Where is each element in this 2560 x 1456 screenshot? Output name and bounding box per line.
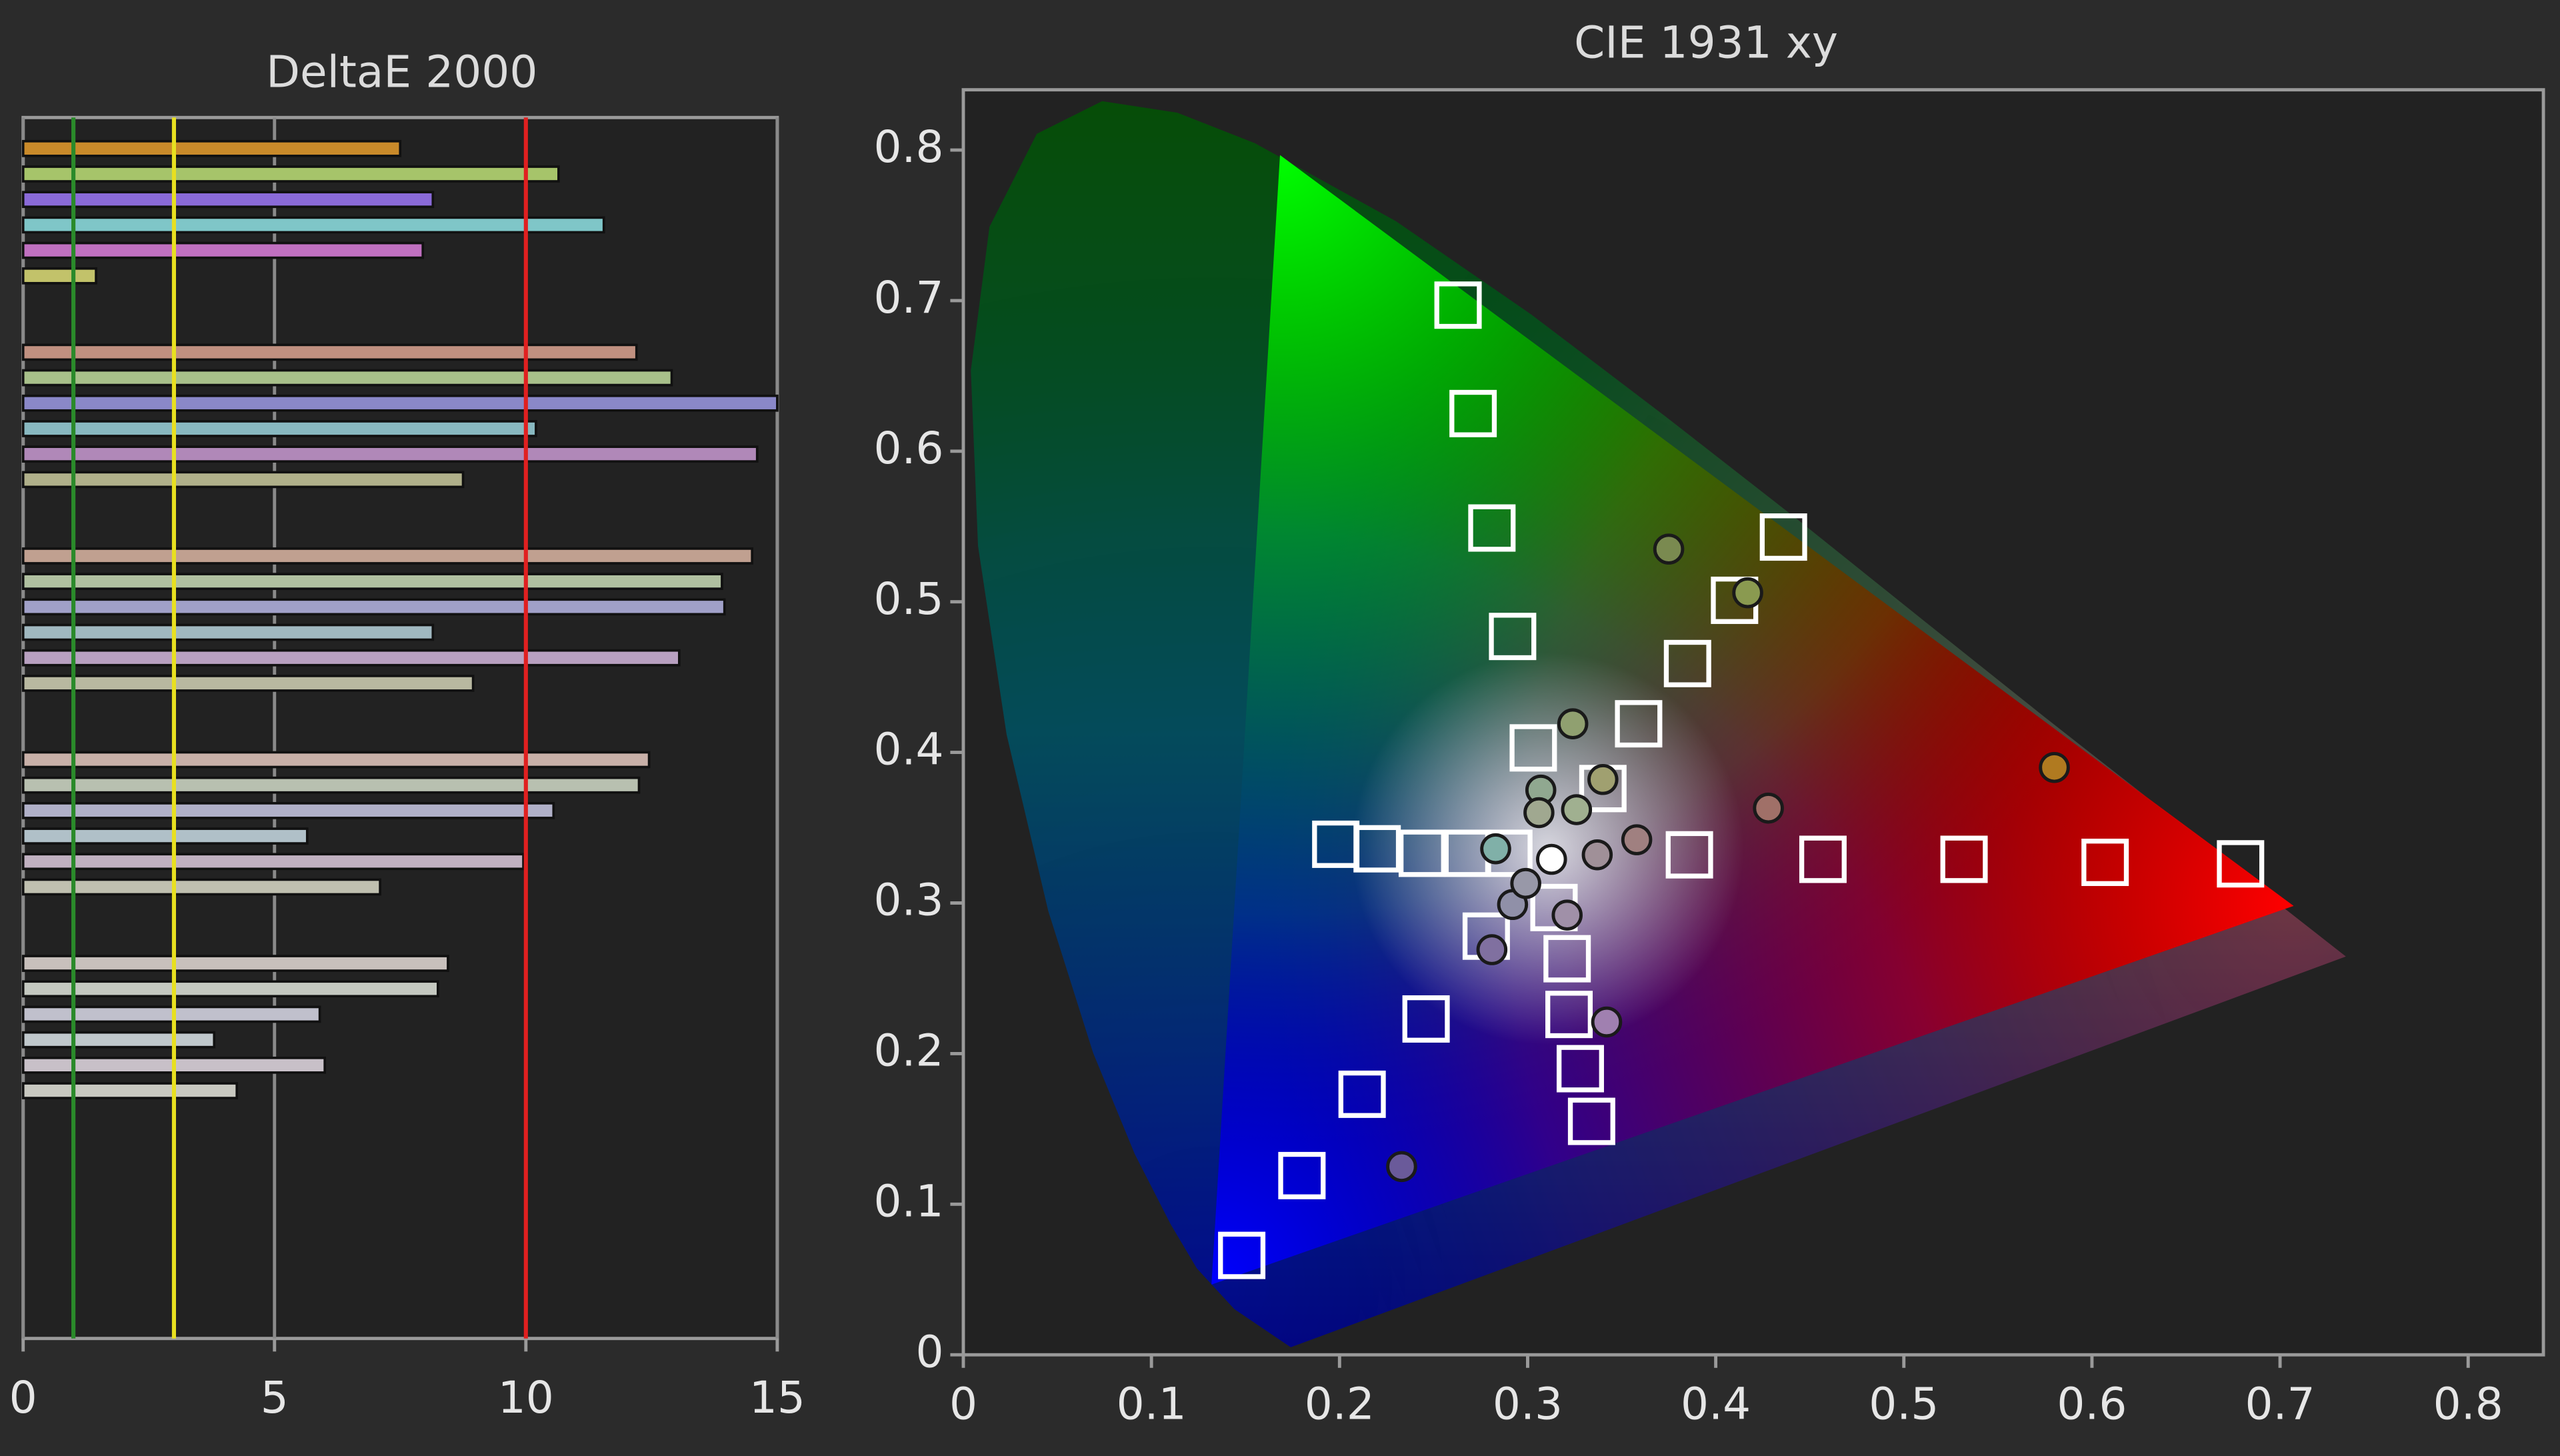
measured-point xyxy=(1581,839,1613,871)
y-tick-label: 0.5 xyxy=(873,573,943,625)
bar xyxy=(21,649,681,667)
measured-point xyxy=(1591,1006,1623,1038)
bar xyxy=(21,191,435,209)
measured-point xyxy=(1386,1151,1417,1183)
measured-point xyxy=(1587,764,1619,795)
x-tick-label: 0.6 xyxy=(2057,1379,2127,1430)
bar xyxy=(21,369,673,387)
target-marker xyxy=(1799,835,1847,883)
x-tick-label: 15 xyxy=(749,1372,805,1423)
bar xyxy=(21,547,754,565)
target-marker xyxy=(1489,613,1537,661)
y-tick-label: 0.1 xyxy=(873,1175,943,1227)
bar xyxy=(21,420,537,437)
target-marker xyxy=(1278,1151,1326,1199)
target-marker xyxy=(2217,840,2265,888)
target-marker xyxy=(1353,825,1401,873)
target-marker xyxy=(1449,389,1497,437)
target-marker xyxy=(1665,831,1713,879)
bar xyxy=(21,165,560,183)
bar xyxy=(21,598,726,616)
bar xyxy=(21,878,381,896)
bar xyxy=(21,445,759,463)
measured-point xyxy=(1536,843,1567,875)
bar xyxy=(21,216,605,234)
target-marker xyxy=(1545,991,1593,1039)
target-marker xyxy=(1434,281,1482,329)
measured-point xyxy=(1621,824,1653,855)
bar xyxy=(21,623,435,641)
target-marker xyxy=(1759,513,1807,561)
measured-point xyxy=(1732,577,1763,609)
measured-point xyxy=(1510,867,1541,899)
bar xyxy=(21,980,439,998)
x-tick-label: 0.1 xyxy=(1117,1379,1187,1430)
x-tick-label: 0 xyxy=(949,1379,977,1430)
bar xyxy=(21,776,641,794)
target-marker xyxy=(1940,835,1988,883)
bar xyxy=(21,1031,216,1049)
target-marker xyxy=(1509,724,1557,772)
x-tick-label: 5 xyxy=(261,1372,289,1423)
bar xyxy=(21,241,425,259)
measured-point xyxy=(1523,797,1555,829)
bar xyxy=(21,267,97,285)
y-tick-label: 0.8 xyxy=(873,121,943,173)
target-marker xyxy=(1338,1070,1386,1118)
x-tick-label: 0 xyxy=(9,1372,37,1423)
bar xyxy=(21,471,465,489)
bar xyxy=(21,751,651,769)
x-tick-label: 0.8 xyxy=(2433,1379,2503,1430)
target-marker xyxy=(1556,1045,1604,1093)
bar xyxy=(21,1082,239,1099)
target-marker xyxy=(1663,639,1711,687)
chart-title: DeltaE 2000 xyxy=(266,47,537,98)
x-tick-label: 0.4 xyxy=(1681,1379,1751,1430)
bar xyxy=(21,573,723,590)
y-tick-label: 0.6 xyxy=(873,423,943,474)
target-marker xyxy=(1615,700,1663,748)
bar xyxy=(21,802,555,819)
target-marker xyxy=(1218,1231,1266,1279)
x-tick-label: 0.3 xyxy=(1493,1379,1563,1430)
measured-point xyxy=(1557,708,1589,739)
bar xyxy=(21,955,449,972)
x-tick-label: 0.2 xyxy=(1305,1379,1375,1430)
measured-point xyxy=(1551,899,1583,931)
measured-point xyxy=(1561,794,1593,825)
measured-point xyxy=(2039,751,2070,783)
target-marker xyxy=(1398,829,1446,877)
x-tick-label: 0.5 xyxy=(1869,1379,1939,1430)
target-marker xyxy=(1402,995,1450,1043)
bar xyxy=(21,853,525,871)
measured-point xyxy=(1653,533,1685,565)
measured-point xyxy=(1476,934,1508,965)
y-tick-label: 0.4 xyxy=(873,724,943,775)
plot-area xyxy=(21,115,779,1341)
bar xyxy=(21,1005,321,1023)
target-marker xyxy=(2081,839,2129,887)
y-tick-label: 0.7 xyxy=(873,272,943,323)
bar xyxy=(21,343,638,361)
target-marker xyxy=(1543,935,1591,983)
target-marker xyxy=(1567,1097,1615,1145)
bar xyxy=(21,827,309,845)
x-tick-label: 10 xyxy=(498,1372,554,1423)
bar xyxy=(21,394,779,412)
measured-point xyxy=(1480,833,1511,865)
measured-point xyxy=(1753,792,1784,824)
target-marker xyxy=(1468,504,1516,552)
y-tick-label: 0 xyxy=(916,1326,944,1377)
y-tick-label: 0.2 xyxy=(873,1025,943,1076)
bar xyxy=(21,675,475,692)
x-tick-label: 0.7 xyxy=(2245,1379,2315,1430)
chart-title: CIE 1931 xy xyxy=(1574,17,1838,69)
bar xyxy=(21,139,402,157)
y-tick-label: 0.3 xyxy=(873,875,943,926)
